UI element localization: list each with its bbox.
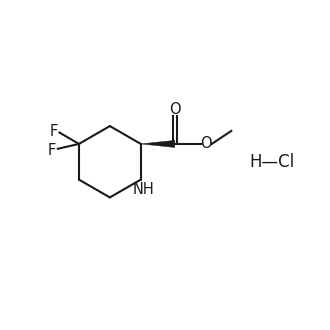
Text: NH: NH	[132, 182, 154, 197]
Text: F: F	[48, 143, 56, 158]
Text: F: F	[50, 124, 58, 139]
Text: H—Cl: H—Cl	[249, 153, 295, 171]
Text: O: O	[201, 136, 212, 151]
Text: O: O	[169, 102, 181, 117]
Polygon shape	[141, 140, 175, 148]
